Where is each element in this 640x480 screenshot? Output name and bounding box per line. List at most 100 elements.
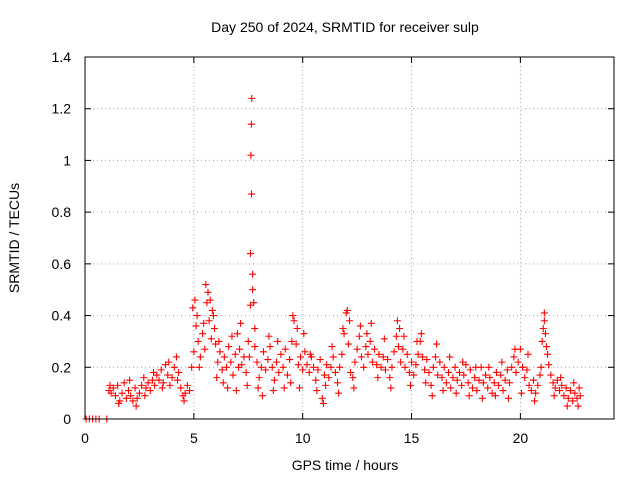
- data-point: [438, 374, 446, 382]
- data-point: [323, 361, 331, 369]
- data-point: [460, 371, 468, 379]
- data-point: [355, 332, 363, 340]
- x-tick-label: 15: [404, 430, 420, 446]
- data-point: [132, 402, 140, 410]
- data-point: [537, 363, 545, 371]
- data-point: [434, 371, 442, 379]
- data-point: [529, 376, 537, 384]
- data-point: [328, 343, 336, 351]
- chart-title: Day 250 of 2024, SRMTID for receiver sul…: [211, 19, 479, 35]
- data-point: [219, 379, 227, 387]
- data-point: [158, 384, 166, 392]
- data-point: [403, 350, 411, 358]
- data-point: [491, 392, 499, 400]
- data-point: [497, 371, 505, 379]
- data-point: [560, 392, 568, 400]
- data-point: [313, 387, 321, 395]
- data-point: [268, 363, 276, 371]
- data-point: [449, 374, 457, 382]
- data-point: [536, 371, 544, 379]
- data-point: [281, 345, 289, 353]
- data-point: [373, 361, 381, 369]
- data-point: [532, 389, 540, 397]
- data-point: [339, 325, 347, 332]
- data-point: [180, 397, 188, 405]
- data-point: [427, 381, 435, 389]
- data-point: [475, 376, 483, 384]
- data-point: [269, 387, 277, 395]
- data-point: [248, 190, 256, 198]
- data-point: [394, 343, 402, 351]
- data-point: [151, 381, 159, 389]
- data-point: [388, 363, 396, 371]
- data-point: [159, 379, 167, 387]
- data-point: [557, 374, 565, 382]
- data-point: [499, 387, 507, 395]
- data-point: [257, 363, 265, 371]
- data-point: [277, 350, 285, 358]
- data-point: [188, 363, 196, 371]
- data-point: [360, 363, 368, 371]
- data-point: [473, 387, 481, 395]
- x-tick-labels: 0 5 10 15 20: [81, 430, 528, 446]
- data-point: [331, 368, 339, 376]
- data-point: [349, 374, 357, 382]
- data-point: [334, 379, 342, 387]
- data-point: [440, 363, 448, 371]
- axis-ticks: [84, 56, 614, 420]
- x-tick-label: 0: [81, 430, 89, 446]
- data-point: [405, 368, 413, 376]
- data-point: [305, 368, 313, 376]
- data-point: [453, 376, 461, 384]
- data-point: [294, 361, 302, 369]
- data-point: [133, 394, 141, 402]
- data-point: [216, 348, 224, 356]
- data-point: [202, 281, 210, 289]
- data-point: [406, 381, 414, 389]
- data-point: [242, 368, 250, 376]
- data-point: [258, 392, 266, 400]
- data-point: [482, 371, 490, 379]
- data-point: [283, 371, 291, 379]
- data-point: [472, 363, 480, 371]
- data-point: [570, 379, 578, 387]
- data-point: [195, 363, 203, 371]
- data-point: [374, 374, 382, 382]
- y-tick-label: 0.8: [52, 204, 72, 220]
- data-point: [293, 325, 301, 332]
- data-point: [127, 392, 135, 400]
- data-point: [318, 394, 326, 402]
- y-axis-title: SRMTID / TECUs: [6, 183, 22, 293]
- data-point: [531, 397, 539, 405]
- data-point: [452, 389, 460, 397]
- data-point: [511, 345, 519, 353]
- data-point: [343, 306, 351, 314]
- data-point: [247, 120, 255, 128]
- data-point: [144, 379, 152, 387]
- y-tick-label: 1: [63, 152, 71, 168]
- data-point: [519, 363, 527, 371]
- data-point: [231, 350, 239, 358]
- data-point: [247, 151, 255, 159]
- data-point: [191, 296, 199, 304]
- data-point: [312, 376, 320, 384]
- data-point: [244, 337, 252, 345]
- data-point: [364, 350, 372, 358]
- data-point: [393, 317, 401, 325]
- data-point: [260, 348, 268, 356]
- data-point: [164, 371, 172, 379]
- data-point: [335, 389, 343, 397]
- data-point: [301, 348, 309, 356]
- data-point: [286, 356, 294, 364]
- data-point: [306, 350, 314, 358]
- data-point: [196, 353, 204, 361]
- data-point: [400, 332, 408, 340]
- data-point: [436, 358, 444, 366]
- data-point: [527, 387, 535, 395]
- data-point: [227, 358, 235, 366]
- data-point: [107, 389, 115, 397]
- x-axis-title: GPS time / hours: [292, 457, 399, 473]
- data-point: [413, 337, 421, 345]
- data-point: [228, 332, 236, 340]
- data-point: [545, 361, 553, 369]
